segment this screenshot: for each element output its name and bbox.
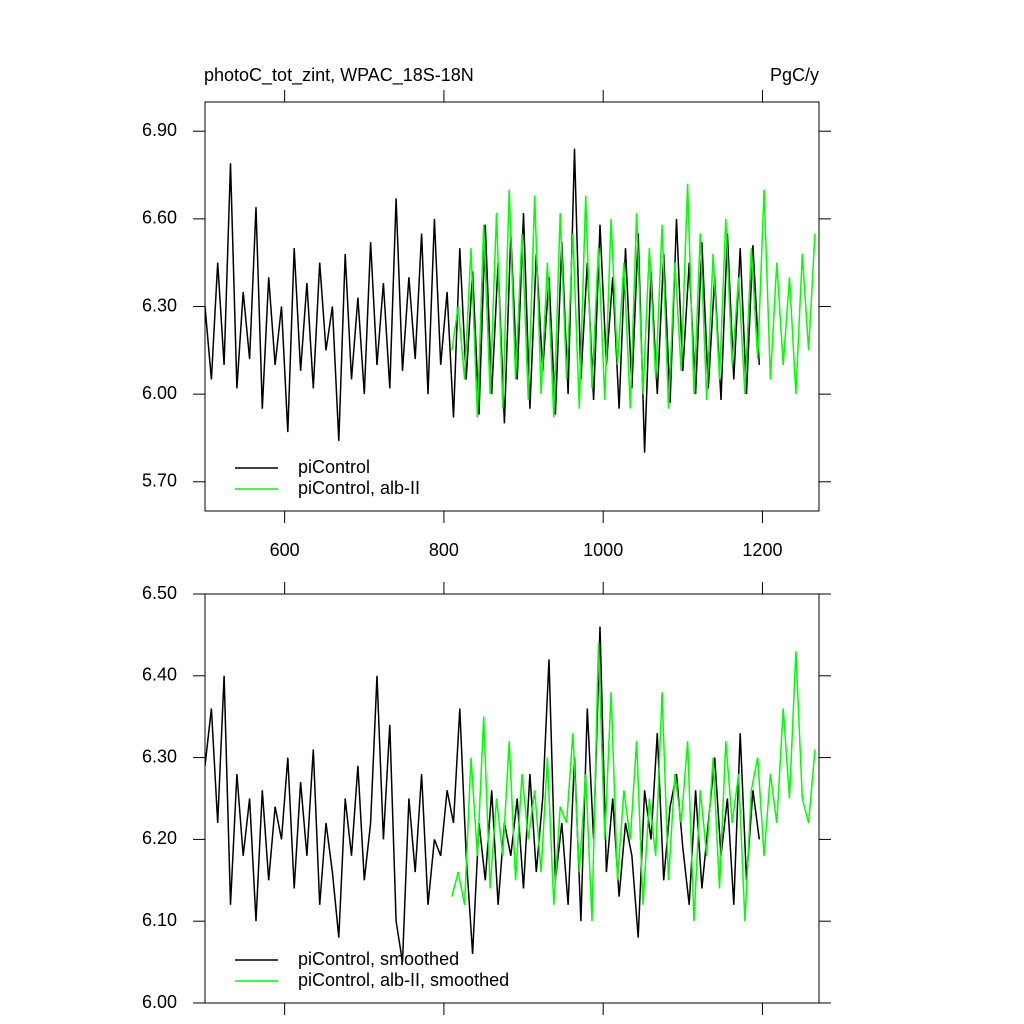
y-tick-label: 6.30 <box>142 746 177 766</box>
series-line <box>205 148 761 453</box>
series-line <box>451 183 816 418</box>
legend-label: piControl <box>298 457 370 477</box>
y-tick-label: 6.10 <box>142 910 177 930</box>
x-tick-label: 1200 <box>742 540 782 560</box>
y-tick-label: 6.40 <box>142 665 177 685</box>
legend-label: piControl, alb-II, smoothed <box>298 970 509 990</box>
series-line <box>451 643 816 922</box>
y-tick-label: 6.00 <box>142 992 177 1012</box>
y-tick-label: 6.20 <box>142 828 177 848</box>
x-tick-label: 600 <box>270 540 300 560</box>
y-tick-label: 6.50 <box>142 583 177 603</box>
y-tick-label: 5.70 <box>142 471 177 491</box>
y-tick-label: 6.60 <box>142 208 177 228</box>
plot-frame <box>204 593 820 1004</box>
chart-title: photoC_tot_zint, WPAC_18S-18N <box>204 65 474 86</box>
x-tick-label: 800 <box>429 540 459 560</box>
y-tick-label: 6.30 <box>142 295 177 315</box>
units: PgC/y <box>770 65 819 85</box>
y-tick-label: 6.00 <box>142 383 177 403</box>
legend-label: piControl, alb-II <box>298 478 420 498</box>
x-tick-label: 1000 <box>583 540 623 560</box>
plot-frame <box>204 101 820 512</box>
legend-label: piControl, smoothed <box>298 949 459 969</box>
y-tick-label: 6.90 <box>142 120 177 140</box>
